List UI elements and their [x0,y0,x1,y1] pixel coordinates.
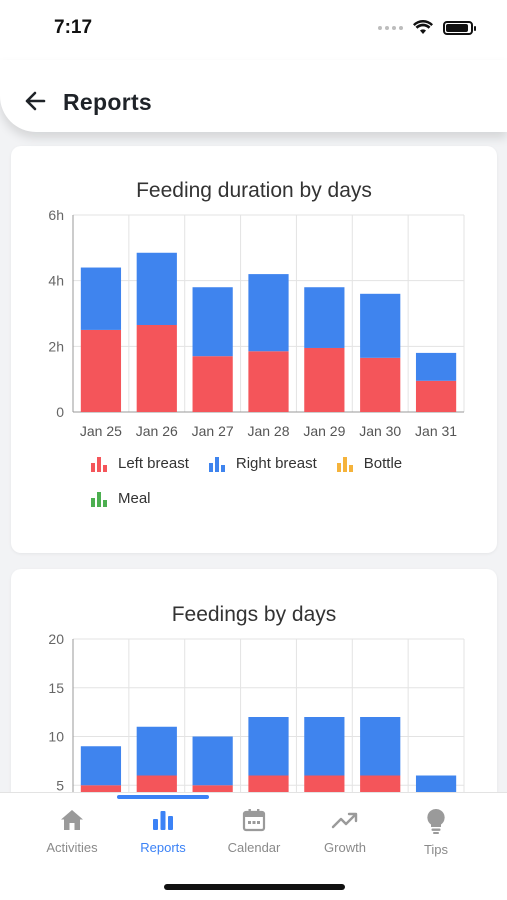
bar-left-breast [248,351,289,412]
y-tick-label: 15 [48,680,64,696]
x-tick-label: Jan 26 [136,423,178,439]
x-tick-label: Jan 25 [80,423,122,439]
bar-right-breast [192,736,233,786]
bar-chart-icon [91,456,109,472]
x-tick-label: Jan 29 [303,423,345,439]
feeding-duration-chart: 0 2h 4h 6h Jan 25 Jan 26 Jan 27 Jan 28 Jan 29 Jan… [48,207,465,439]
y-tick-label: 0 [56,404,64,420]
bar-right-breast [248,274,289,352]
signal-icon [378,25,403,30]
page-title: Reports [63,89,153,115]
feedings-count-chart: 5 10 15 20 [48,631,465,829]
bar-left-breast [136,324,177,412]
tab-label: Calendar [227,840,281,855]
tab-label: Reports [140,840,186,855]
bar-chart-icon [336,456,355,472]
home-indicator [164,884,345,890]
wifi-icon [413,20,433,34]
tab-growth[interactable]: Growth [295,807,395,855]
header: Reports [0,60,507,132]
chart-title: Feedings by days [171,603,337,626]
legend-label: Right breast [235,455,317,472]
legend-label: Meal [118,490,151,507]
y-tick-label: 6h [48,207,64,223]
tab-reports[interactable]: Reports [113,807,213,855]
bottom-nav: Activities Reports Calendar Growth [0,792,507,900]
y-tick-label: 4h [48,273,64,289]
bar-right-breast [136,252,177,325]
bar-right-breast [80,746,122,786]
feedings-count-card: Feedings by days 5 10 15 20 [11,569,497,829]
x-tick-label: Jan 28 [247,423,289,439]
tab-label: Growth [324,840,366,855]
bar-left-breast [304,347,345,412]
lightbulb-icon [427,808,445,834]
bar-right-breast [304,287,345,348]
status-bar: 7:17 [0,0,507,60]
active-tab-indicator [117,795,209,799]
status-time: 7:17 [54,17,93,38]
legend-item-left-breast[interactable]: Left breast [91,455,189,472]
tab-calendar[interactable]: Calendar [204,807,304,855]
bar-right-breast [80,267,122,330]
y-tick-label: 5 [56,777,64,793]
bar-left-breast [415,380,457,412]
feeding-duration-card: Feeding duration by days 0 2h 4h 6h Jan 25 Ja… [11,146,497,553]
bar-chart-icon [91,491,109,507]
status-icons [378,20,476,35]
bar-left-breast [80,329,122,412]
tab-label: Tips [423,842,449,857]
x-tick-label: Jan 30 [359,423,401,439]
bar-left-breast [360,357,401,412]
tab-tips[interactable]: Tips [386,807,486,857]
bar-left-breast [192,356,233,412]
legend-label: Bottle [363,455,403,472]
y-tick-label: 20 [48,631,64,647]
chart-title: Feeding duration by days [136,179,372,202]
bar-right-breast [192,287,233,357]
legend-label: Left breast [118,455,189,472]
bar-right-breast [360,293,401,358]
tab-label: Activities [46,840,98,855]
bar-chart-icon [153,811,173,830]
arrow-left-icon[interactable] [24,90,46,112]
legend-item-right-breast[interactable]: Right breast [208,455,317,472]
bar-right-breast [415,352,457,381]
legend-item-meal[interactable]: Meal [91,490,151,507]
chart-legend: Left breast Right breast Bottle Meal [91,455,471,507]
calendar-icon [242,809,266,832]
bar-right-breast [360,717,401,776]
home-icon [61,810,83,830]
bar-right-breast [248,717,289,776]
legend-item-bottle[interactable]: Bottle [336,455,403,472]
bar-right-breast [415,775,457,795]
x-tick-label: Jan 31 [415,423,457,439]
bar-right-breast [136,726,177,776]
bar-right-breast [304,717,345,776]
trending-up-icon [331,812,358,829]
tab-activities[interactable]: Activities [22,807,122,855]
battery-icon [443,20,476,35]
x-tick-label: Jan 27 [192,423,234,439]
y-tick-label: 2h [48,338,64,354]
y-tick-label: 10 [48,729,64,745]
bar-chart-icon [208,456,227,472]
